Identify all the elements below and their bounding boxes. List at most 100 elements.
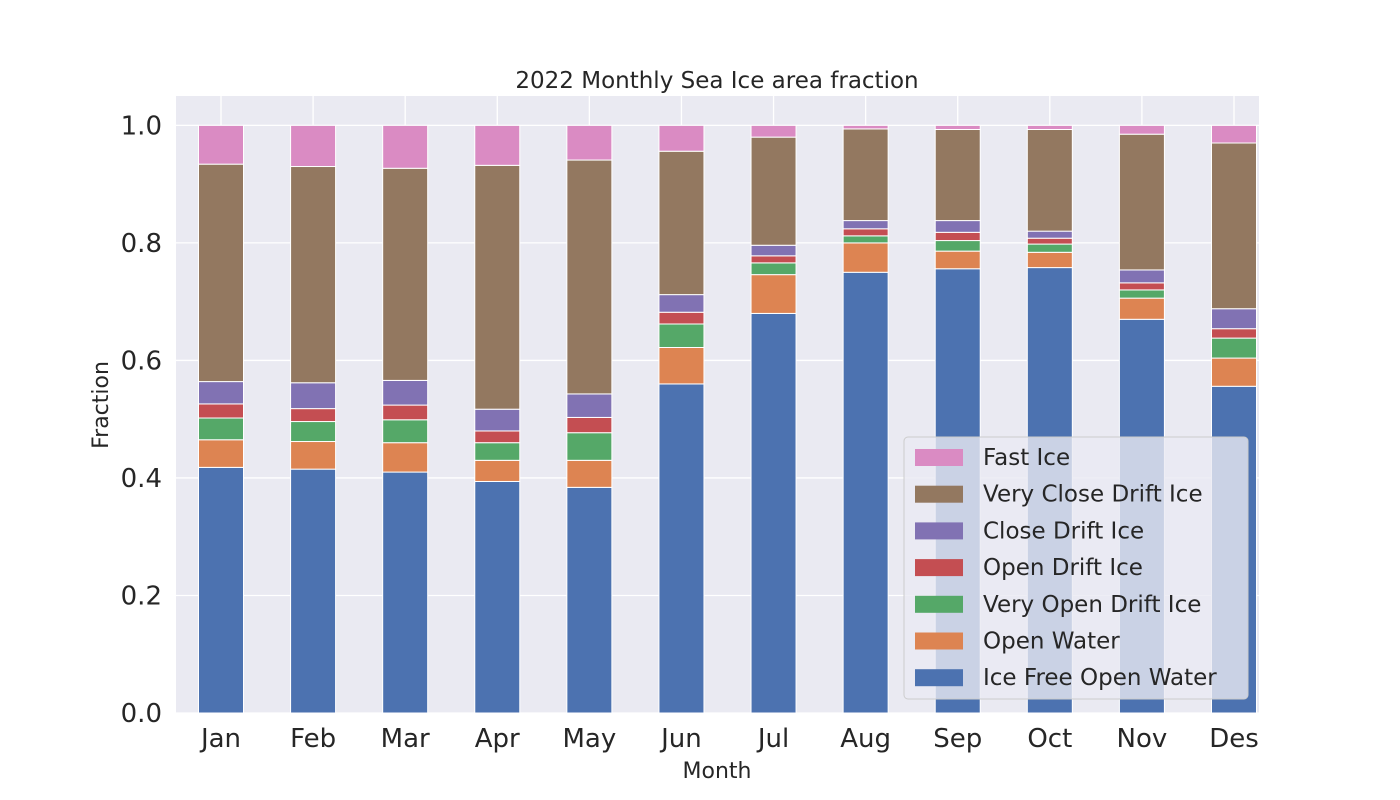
legend-item: Open Water — [915, 629, 1120, 655]
bar-segment — [198, 417, 244, 441]
bar-segment — [1211, 142, 1257, 310]
legend-item: Open Drift Ice — [915, 555, 1143, 581]
legend-swatch — [915, 522, 963, 540]
legend-swatch — [915, 669, 963, 687]
bar-segment — [1118, 282, 1165, 291]
y-axis-ticks: 0.0 0.2 0.4 0.6 0.8 1.0 — [121, 111, 162, 729]
bar-segment — [382, 419, 429, 444]
bar-segment — [750, 255, 797, 264]
bar-segment — [1026, 230, 1073, 239]
bar-segment — [290, 408, 337, 423]
x-axis-label: Month — [683, 759, 752, 784]
x-tick-label: May — [562, 724, 616, 754]
bar-stack-jun — [658, 124, 705, 714]
bar-stack-aug — [842, 124, 889, 714]
legend-label: Open Drift Ice — [983, 555, 1143, 581]
bar-segment — [1118, 133, 1165, 271]
legend-item: Fast Ice — [915, 445, 1070, 471]
legend-label: Very Close Drift Ice — [983, 482, 1203, 508]
bar-stack-jul — [750, 124, 797, 714]
bar-segment — [1118, 124, 1165, 135]
bar-segment — [842, 128, 889, 222]
bar-segment — [658, 124, 705, 152]
bar-segment — [290, 124, 337, 168]
bar-stack-mar — [382, 124, 429, 714]
y-tick-label: 0.4 — [121, 464, 162, 494]
bar-segment — [474, 164, 521, 410]
bar-segment — [1118, 297, 1165, 320]
x-tick-label: Nov — [1117, 724, 1168, 754]
bar-segment — [1026, 128, 1073, 232]
bar-segment — [382, 124, 429, 169]
bar-segment — [934, 124, 981, 130]
bar-segment — [750, 274, 797, 314]
legend-item: Very Open Drift Ice — [915, 592, 1201, 618]
bar-segment — [1211, 308, 1257, 330]
bar-segment — [842, 220, 889, 230]
x-axis-ticks: Jan Feb Mar Apr May Jun Jul Aug Sep Oct Nov Des — [199, 724, 1259, 754]
legend-swatch — [915, 449, 963, 466]
y-axis-label: Fraction — [89, 361, 114, 449]
bar-segment — [750, 312, 797, 714]
bar-segment — [1026, 243, 1073, 253]
bar-segment — [1118, 269, 1165, 284]
bar-segment — [658, 150, 705, 296]
bar-segment — [566, 393, 613, 418]
bar-segment — [290, 166, 337, 384]
x-tick-label: Jun — [659, 724, 702, 754]
bar-segment — [1118, 289, 1165, 299]
x-tick-label: Jul — [756, 724, 789, 754]
bar-segment — [1211, 124, 1257, 144]
x-tick-label: Feb — [290, 724, 336, 754]
y-tick-label: 0.0 — [121, 699, 162, 729]
legend-label: Ice Free Open Water — [983, 665, 1217, 691]
y-tick-label: 0.8 — [121, 229, 162, 259]
bar-segment — [750, 244, 797, 257]
bar-segment — [198, 163, 244, 383]
bar-segment — [658, 294, 705, 313]
x-tick-label: Apr — [475, 724, 520, 754]
y-tick-label: 0.6 — [121, 346, 162, 376]
bar-segment — [934, 240, 981, 252]
bar-segment — [474, 430, 521, 444]
bar-segment — [566, 486, 613, 714]
bar-segment — [382, 167, 429, 381]
bar-stack-feb — [290, 124, 337, 714]
legend-item: Ice Free Open Water — [915, 665, 1217, 691]
bar-segment — [474, 442, 521, 461]
legend: Fast Ice Very Close Drift Ice Close Drift … — [903, 436, 1249, 700]
legend-swatch — [915, 632, 963, 650]
bar-segment — [1026, 124, 1073, 130]
bar-segment — [842, 235, 889, 244]
bar-segment — [290, 421, 337, 443]
bar-segment — [750, 262, 797, 276]
bar-stack-may — [566, 124, 613, 714]
bar-segment — [934, 250, 981, 270]
legend-swatch — [915, 559, 963, 577]
x-tick-label: Sep — [933, 724, 982, 754]
bar-segment — [290, 468, 337, 714]
legend-box — [903, 436, 1249, 700]
bar-segment — [1026, 251, 1073, 269]
bar-segment — [382, 379, 429, 406]
legend-item: Very Close Drift Ice — [915, 482, 1203, 508]
y-tick-label: 1.0 — [121, 111, 162, 141]
bar-segment — [658, 323, 705, 349]
legend-label: Close Drift Ice — [983, 518, 1144, 544]
legend-label: Open Water — [983, 629, 1120, 655]
bar-segment — [566, 124, 613, 161]
y-tick-label: 0.2 — [121, 581, 162, 611]
bar-segment — [934, 128, 981, 222]
bar-segment — [290, 382, 337, 410]
legend-item: Close Drift Ice — [915, 518, 1144, 544]
bar-segment — [198, 439, 244, 468]
chart-title: 2022 Monthly Sea Ice area fraction — [515, 68, 918, 94]
legend-swatch — [915, 485, 963, 503]
bar-stack-jan — [198, 124, 244, 714]
bar-segment — [566, 459, 613, 488]
bar-segment — [750, 136, 797, 246]
bars — [198, 124, 1257, 714]
bar-segment — [658, 311, 705, 325]
bar-segment — [842, 271, 889, 714]
legend-label: Fast Ice — [983, 445, 1070, 471]
